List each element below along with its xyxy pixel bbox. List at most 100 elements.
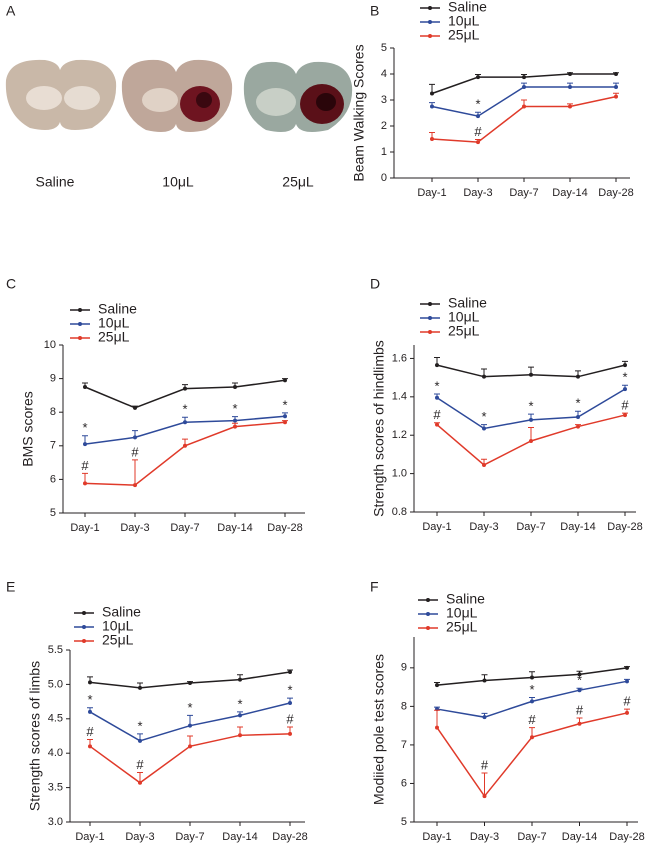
point <box>522 104 526 109</box>
point <box>482 462 486 467</box>
annotation: # <box>81 458 89 473</box>
y-tick-label: 3.5 <box>48 782 63 794</box>
annotation: * <box>82 420 87 435</box>
point <box>576 424 580 429</box>
y-tick-label: 9 <box>401 662 407 674</box>
y-tick-label: 4.5 <box>48 713 63 725</box>
y-tick-label: 3 <box>381 94 387 106</box>
point <box>83 385 87 389</box>
point <box>577 688 582 693</box>
panel-label: C <box>6 276 16 292</box>
point <box>138 780 142 785</box>
x-tick-label: Day-14 <box>552 187 587 199</box>
y-tick-label: 3.0 <box>48 816 63 828</box>
panel-label: A <box>6 3 16 19</box>
legend-dot <box>428 302 432 306</box>
point <box>568 104 572 109</box>
y-tick-label: 1.2 <box>392 429 407 441</box>
annotation: # <box>623 694 631 709</box>
annotation: * <box>481 409 486 424</box>
y-tick-label: 5 <box>381 42 387 54</box>
annotation: * <box>529 682 534 697</box>
point <box>476 140 480 145</box>
legend-label: 25μL <box>98 329 130 345</box>
point <box>233 385 237 389</box>
legend-label: 10μL <box>446 605 478 621</box>
annotation: * <box>434 378 439 393</box>
point <box>83 481 87 486</box>
point <box>288 731 292 736</box>
annotation: # <box>621 398 629 413</box>
point <box>283 378 287 383</box>
annotation: # <box>86 724 94 739</box>
point <box>476 114 480 119</box>
caption: 10μL <box>162 174 194 190</box>
brain-slice <box>5 59 117 131</box>
point <box>625 679 629 684</box>
series-line <box>84 421 286 486</box>
point <box>530 735 534 740</box>
point <box>482 794 487 799</box>
legend-dot <box>426 598 430 602</box>
point <box>138 685 142 690</box>
y-tick-label: 6 <box>50 473 56 485</box>
x-tick-label: Day-1 <box>75 831 104 843</box>
y-axis-label: Beam Walking Scores <box>351 44 367 181</box>
legend-label: 25μL <box>448 323 480 339</box>
x-tick-label: Day-14 <box>560 521 595 533</box>
x-tick-label: Day-7 <box>516 521 545 533</box>
point <box>435 395 439 400</box>
y-tick-label: 6 <box>401 777 407 789</box>
x-tick-label: Day-1 <box>417 187 446 199</box>
point <box>623 413 627 418</box>
point <box>522 75 526 80</box>
x-tick-label: Day-28 <box>267 522 302 534</box>
caption: 25μL <box>282 174 314 190</box>
point <box>133 483 137 488</box>
point <box>188 681 192 686</box>
y-tick-label: 9 <box>50 373 56 385</box>
annotation: * <box>187 700 192 715</box>
point <box>83 442 87 447</box>
point <box>288 670 292 675</box>
legend-label: Saline <box>102 604 141 620</box>
x-tick-label: Day-3 <box>469 521 498 533</box>
point <box>530 675 534 680</box>
point <box>482 715 487 720</box>
y-tick-label: 8 <box>401 700 407 712</box>
y-tick-label: 7 <box>50 440 56 452</box>
point <box>283 414 287 419</box>
y-tick-label: 4 <box>381 68 387 80</box>
annotation: * <box>622 370 627 385</box>
point <box>568 85 572 89</box>
point <box>529 438 533 443</box>
annotation: # <box>286 711 294 726</box>
x-tick-label: Day-14 <box>222 831 257 843</box>
point <box>435 683 439 688</box>
point <box>623 363 627 368</box>
annotation: * <box>182 402 187 417</box>
point <box>233 418 237 423</box>
point <box>183 420 187 425</box>
point <box>88 744 92 749</box>
point <box>482 426 486 431</box>
legend-dot <box>78 336 82 340</box>
point <box>288 700 292 705</box>
legend-label: 10μL <box>448 309 480 325</box>
legend-dot <box>82 639 86 643</box>
x-tick-label: Day-28 <box>598 187 633 199</box>
point <box>283 420 287 425</box>
point <box>576 374 580 379</box>
legend-dot <box>82 611 86 615</box>
y-axis-label: Strength scores of hindlimbs <box>371 340 387 517</box>
point <box>625 665 629 670</box>
y-tick-label: 4.0 <box>48 747 63 759</box>
error-bar <box>132 459 138 486</box>
x-tick-label: Day-7 <box>170 522 199 534</box>
y-tick-label: 5.5 <box>48 644 63 656</box>
y-tick-label: 1 <box>381 146 387 158</box>
annotation: * <box>475 97 480 112</box>
annotation: * <box>232 401 237 416</box>
legend-dot <box>82 625 86 629</box>
point <box>530 699 534 704</box>
